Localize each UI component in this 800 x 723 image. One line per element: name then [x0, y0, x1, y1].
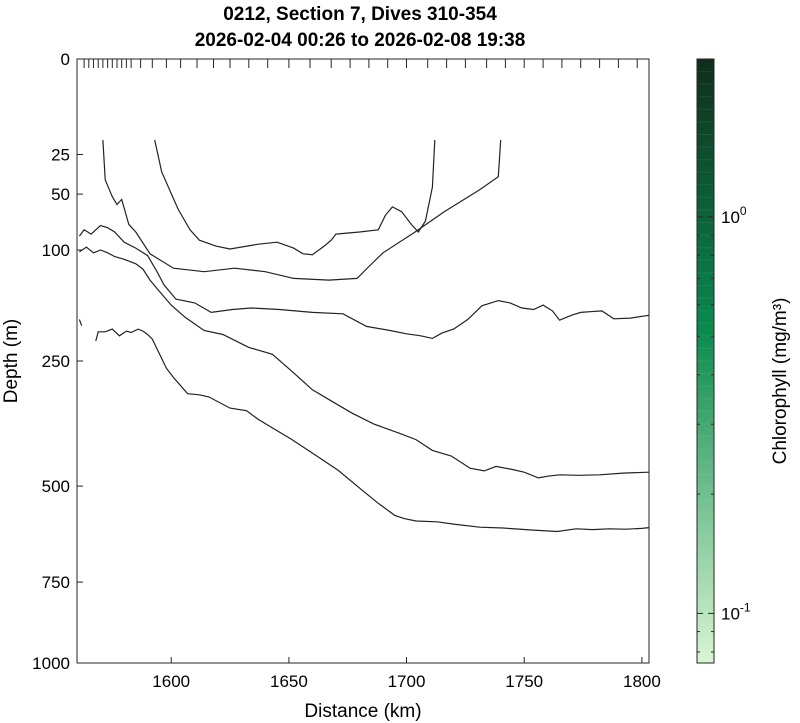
y-tick-label: 250	[42, 352, 70, 371]
colorbar-bands	[697, 71, 714, 651]
dive-markers	[83, 59, 638, 68]
x-tick-label: 1700	[388, 672, 426, 691]
chart-title-line1: 0212, Section 7, Dives 310-354	[223, 4, 497, 25]
y-tick-label: 25	[51, 146, 70, 165]
y-tick-label: 100	[42, 241, 70, 260]
contour-line-6	[95, 328, 650, 533]
contour-line-5	[78, 319, 83, 326]
x-tick-label: 1650	[270, 672, 308, 691]
contour-line-3	[78, 224, 650, 340]
colorbar-frame	[696, 58, 715, 664]
contour-lines	[78, 139, 650, 533]
colorbar-ticks: 10-1 100	[697, 96, 751, 653]
y-axis-ticks: 0 25 50 100 250 500 750 1000	[32, 50, 83, 673]
plot-area	[77, 59, 649, 663]
contour-line-1	[102, 139, 502, 281]
y-tick-label: 1000	[32, 654, 70, 673]
colorbar	[697, 59, 714, 663]
chart-title-line2: 2026-02-04 00:26 to 2026-02-08 19:38	[195, 30, 526, 51]
x-axis-label: Distance (km)	[304, 701, 421, 722]
y-tick-label: 50	[51, 185, 70, 204]
x-tick-label: 1750	[505, 672, 543, 691]
colorbar-tick-label: 100	[721, 204, 747, 227]
x-axis-ticks: 1600 1650 1700 1750 1800	[152, 657, 661, 691]
plot-frame	[76, 58, 650, 664]
y-tick-label: 750	[42, 573, 70, 592]
x-tick-label: 1600	[152, 672, 190, 691]
contour-line-4	[79, 246, 650, 479]
y-tick-label: 0	[61, 50, 70, 69]
contour-line-2	[154, 139, 436, 256]
y-tick-label: 500	[42, 477, 70, 496]
colorbar-label: Chlorophyll (mg/m³)	[770, 298, 791, 465]
y-axis-label: Depth (m)	[1, 319, 22, 403]
colorbar-tick-label: 10-1	[721, 600, 751, 623]
x-tick-label: 1800	[623, 672, 661, 691]
